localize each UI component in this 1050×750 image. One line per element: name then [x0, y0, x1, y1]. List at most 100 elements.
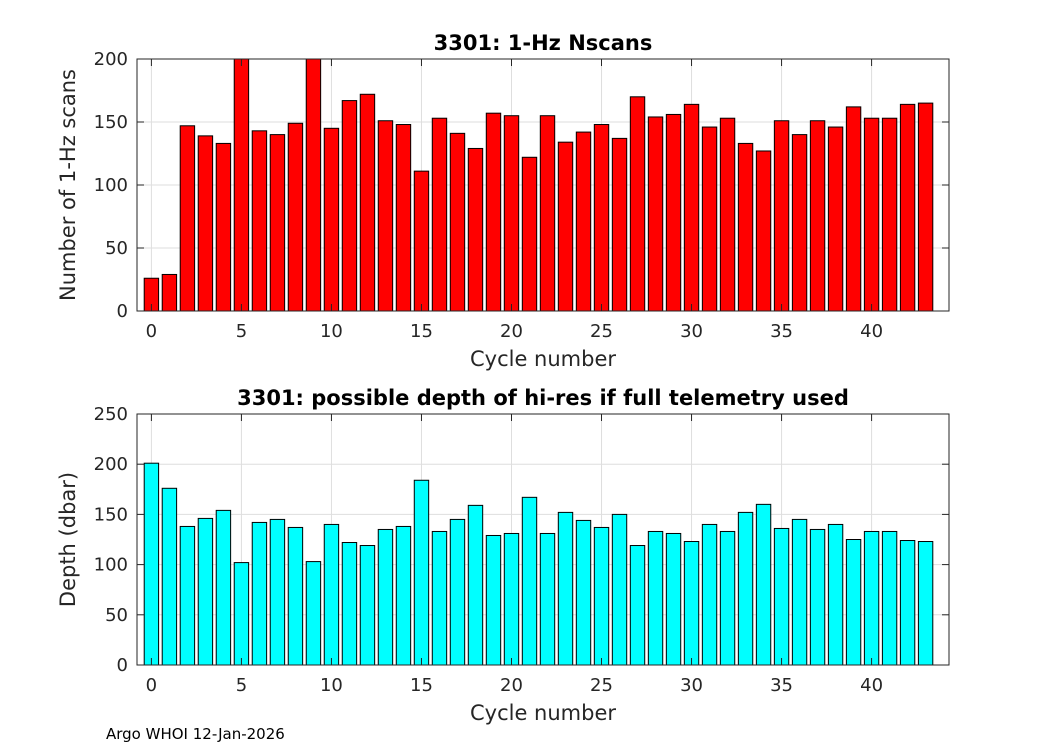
nscans-x-tick-label-15: 15: [410, 321, 433, 342]
depth-plot: 0 5 10 15 20 25 30 35 40 0 50 100 150 200 250 3301: p…: [56, 386, 950, 725]
depth-bar-43: [917, 541, 934, 666]
depth-bar-10: [323, 523, 340, 666]
nscans-bar-14: [395, 124, 412, 312]
depth-bar-18: [467, 504, 484, 666]
nscans-y-tick-label-0: 0: [117, 301, 128, 322]
depth-bar-24: [575, 519, 592, 666]
depth-y-tick-label-250: 250: [94, 404, 128, 425]
depth-x-tick-label-20: 20: [500, 675, 523, 696]
nscans-bar-3: [197, 135, 214, 312]
depth-x-tick-label-25: 25: [590, 675, 613, 696]
nscans-x-axis-label: Cycle number: [470, 347, 616, 371]
depth-bar-3: [197, 517, 214, 666]
depth-x-tick-label-15: 15: [410, 675, 433, 696]
nscans-bar-39: [845, 106, 862, 312]
depth-axes-outline: [136, 413, 950, 666]
nscans-bars: [143, 58, 934, 312]
depth-bar-33: [737, 511, 754, 666]
nscans-bar-17: [449, 132, 466, 312]
nscans-bar-8: [287, 122, 304, 312]
nscans-bar-15: [413, 170, 430, 312]
nscans-y-axis-label: Number of 1-Hz scans: [56, 69, 80, 301]
nscans-title: 3301: 1-Hz Nscans: [434, 31, 653, 55]
depth-bar-16: [431, 530, 448, 666]
nscans-bar-27: [629, 96, 646, 312]
footer-credit: Argo WHOI 12-Jan-2026: [106, 725, 285, 743]
nscans-bar-24: [575, 131, 592, 312]
depth-y-ticks: 0 50 100 150 200 250: [94, 404, 949, 676]
nscans-bar-33: [737, 142, 754, 312]
depth-y-tick-label-200: 200: [94, 454, 128, 475]
depth-title: 3301: possible depth of hi-res if full t…: [237, 386, 849, 410]
nscans-y-tick-label-100: 100: [94, 175, 128, 196]
depth-bar-39: [845, 539, 862, 666]
nscans-x-ticks: 0 5 10 15 20 25 30 35 40: [146, 59, 883, 342]
nscans-bar-6: [251, 130, 268, 312]
nscans-bar-31: [701, 126, 718, 312]
nscans-x-tick-label-25: 25: [590, 321, 613, 342]
depth-bar-26: [611, 513, 628, 666]
nscans-bar-16: [431, 117, 448, 312]
depth-bar-31: [701, 523, 718, 666]
nscans-x-tick-label-0: 0: [146, 321, 157, 342]
nscans-bar-13: [377, 120, 394, 312]
depth-bar-6: [251, 521, 268, 666]
depth-bar-28: [647, 530, 664, 666]
depth-x-tick-label-0: 0: [146, 675, 157, 696]
depth-bar-35: [773, 527, 790, 666]
depth-bar-7: [269, 518, 286, 666]
nscans-bar-5: [233, 58, 250, 312]
nscans-bar-34: [755, 150, 772, 312]
nscans-bar-19: [485, 112, 502, 312]
depth-bar-9: [305, 561, 322, 666]
depth-bar-34: [755, 503, 772, 666]
depth-x-axis-label: Cycle number: [470, 701, 616, 725]
depth-y-tick-label-50: 50: [105, 605, 128, 626]
depth-bar-5: [233, 562, 250, 666]
depth-bar-19: [485, 534, 502, 666]
depth-bar-8: [287, 526, 304, 666]
depth-x-tick-label-10: 10: [320, 675, 343, 696]
nscans-bar-38: [827, 126, 844, 312]
depth-bar-13: [377, 528, 394, 666]
depth-bar-36: [791, 518, 808, 666]
depth-bar-11: [341, 542, 358, 666]
nscans-bar-18: [467, 147, 484, 312]
depth-bar-37: [809, 528, 826, 666]
nscans-x-tick-label-30: 30: [680, 321, 703, 342]
depth-bar-1: [161, 487, 178, 666]
depth-bar-14: [395, 525, 412, 666]
depth-x-tick-label-35: 35: [770, 675, 793, 696]
nscans-bar-4: [215, 142, 232, 312]
nscans-bar-32: [719, 117, 736, 312]
nscans-bar-1: [161, 273, 178, 312]
nscans-bar-42: [899, 103, 916, 312]
nscans-bar-22: [539, 115, 556, 312]
nscans-bar-37: [809, 120, 826, 312]
nscans-x-tick-label-10: 10: [320, 321, 343, 342]
depth-bar-32: [719, 530, 736, 666]
nscans-bar-10: [323, 127, 340, 312]
depth-y-axis-label: Depth (dbar): [56, 472, 80, 607]
depth-x-tick-label-30: 30: [680, 675, 703, 696]
nscans-y-ticks: 0 50 100 150 200: [94, 49, 949, 322]
nscans-bar-30: [683, 103, 700, 312]
depth-x-tick-label-40: 40: [860, 675, 883, 696]
nscans-bar-35: [773, 120, 790, 312]
depth-bar-41: [881, 530, 898, 666]
depth-bar-27: [629, 545, 646, 666]
nscans-bar-25: [593, 124, 610, 312]
nscans-bar-20: [503, 115, 520, 312]
nscans-bar-11: [341, 100, 358, 312]
depth-bar-29: [665, 532, 682, 666]
depth-bar-23: [557, 511, 574, 666]
nscans-bar-12: [359, 93, 376, 312]
depth-x-tick-label-5: 5: [236, 675, 247, 696]
nscans-y-tick-label-200: 200: [94, 49, 128, 70]
depth-bar-21: [521, 496, 538, 666]
depth-bar-42: [899, 540, 916, 666]
depth-bar-25: [593, 526, 610, 666]
nscans-plot: 0 5 10 15 20 25 30 35 40 0 50 100 150 200 3301: 1-Hz…: [56, 31, 950, 371]
depth-y-tick-label-100: 100: [94, 555, 128, 576]
